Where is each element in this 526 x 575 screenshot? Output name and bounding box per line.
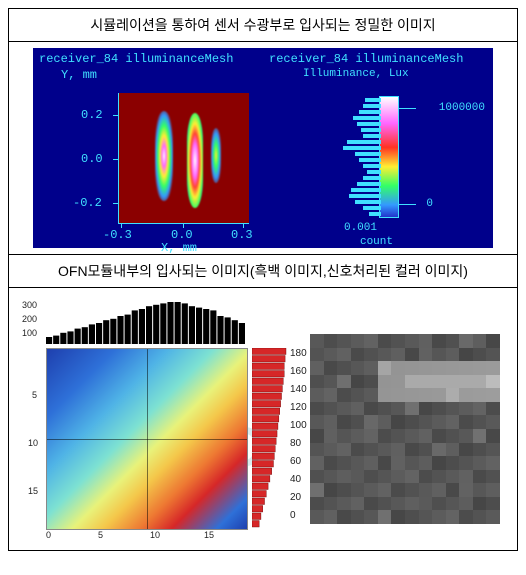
fig1-xtick-2: 0.3 — [231, 228, 253, 242]
fig2-heatmap — [46, 348, 248, 530]
fig1-cbar-title: Illuminance, Lux — [303, 68, 409, 80]
fig2-right-histogram — [252, 348, 288, 528]
cb2-lab-0: 180 — [290, 348, 307, 359]
cb2-lab-2: 140 — [290, 384, 307, 395]
fig1-xtick-0: -0.3 — [103, 228, 132, 242]
fig2-heat-xtick-0: 0 — [46, 530, 51, 540]
figure-table: 시뮬레이션을 통하여 센서 수광부로 입사되는 정밀한 이미지 receiver… — [8, 8, 518, 551]
fig1-plot-area — [118, 93, 249, 224]
fig1-ytick-1: 0.0 — [81, 152, 103, 166]
fig1-colorbar — [379, 96, 399, 218]
fig1-cbar-tick-low: 0 — [426, 198, 433, 210]
fig2-heat-ytick-1: 10 — [28, 438, 38, 448]
cb2-lab-3: 120 — [290, 402, 307, 413]
cb2-lab-7: 40 — [290, 474, 301, 485]
fig2-top-ylab-2: 100 — [22, 328, 37, 338]
caption-row-1: 시뮬레이션을 통하여 센서 수광부로 입사되는 정밀한 이미지 — [9, 9, 518, 42]
fig2-heat-xtick-3: 15 — [204, 530, 214, 540]
fig1-xtick-1: 0.0 — [171, 228, 193, 242]
fig2-heat-ytick-2: 15 — [28, 486, 38, 496]
illuminance-mesh-figure: receiver_84 illuminanceMesh receiver_84 … — [33, 48, 493, 248]
cb2-lab-5: 80 — [290, 438, 301, 449]
cb2-lab-9: 0 — [290, 510, 296, 521]
figure-cell-2: KEC 300 200 100 0 5 10 15 5 10 15 180 16… — [9, 288, 518, 551]
cb2-lab-6: 60 — [290, 456, 301, 467]
fig1-cbar-tick-high: 1000000 — [439, 102, 485, 114]
fig2-heat-xtick-2: 10 — [150, 530, 160, 540]
fig2-heat-xtick-1: 5 — [98, 530, 103, 540]
figure-cell-1: receiver_84 illuminanceMesh receiver_84 … — [9, 42, 518, 255]
fig1-cbar-unit: count — [360, 236, 393, 248]
cb2-lab-8: 20 — [290, 492, 301, 503]
fig2-grayscale-image — [310, 334, 500, 524]
cb2-lab-4: 100 — [290, 420, 307, 431]
fig1-xlabel: X, mm — [161, 241, 197, 255]
fig1-ytick-0: 0.2 — [81, 108, 103, 122]
fig1-title-right: receiver_84 illuminanceMesh — [269, 52, 463, 66]
fig1-cbar-min: 0.001 — [344, 222, 377, 234]
fig1-title-left: receiver_84 illuminanceMesh — [39, 52, 233, 66]
fig2-top-ylab-1: 200 — [22, 314, 37, 324]
fig2-heat-ytick-0: 5 — [32, 390, 37, 400]
ofn-module-figure: KEC 300 200 100 0 5 10 15 5 10 15 180 16… — [18, 294, 508, 544]
fig1-colorbar-hist — [333, 92, 381, 222]
cb2-lab-1: 160 — [290, 366, 307, 377]
fig1-ytick-2: -0.2 — [73, 196, 102, 210]
fig2-top-ylab-0: 300 — [22, 300, 37, 310]
fig1-ylabel: Y, mm — [61, 68, 97, 82]
caption-row-2: OFN모듈내부의 입사되는 이미지(흑백 이미지,신호처리된 컬러 이미지) — [9, 255, 518, 288]
fig2-top-histogram — [46, 300, 246, 344]
